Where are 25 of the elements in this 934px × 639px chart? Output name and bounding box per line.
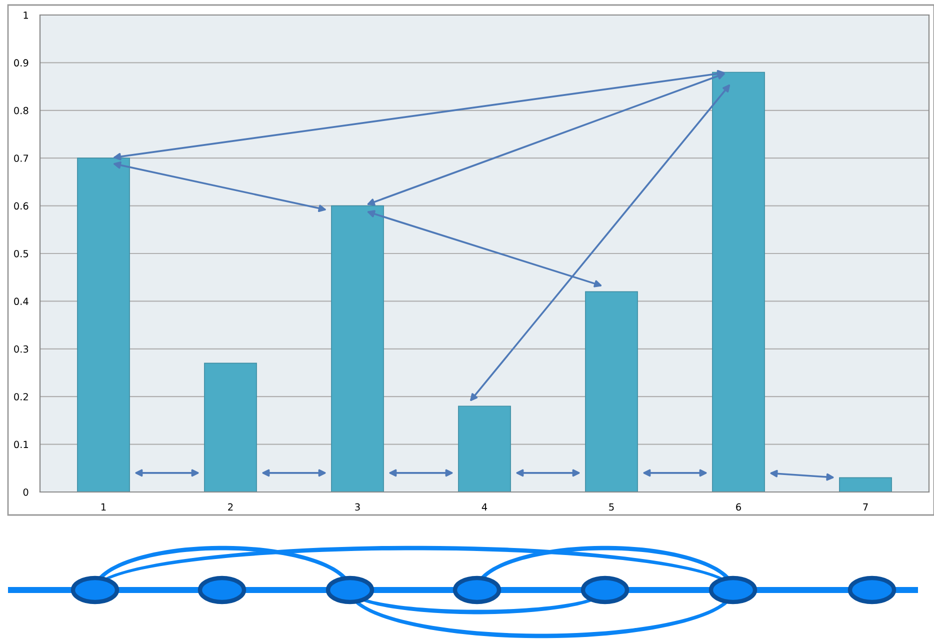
y-tick-label: 0.3 — [14, 345, 28, 353]
bar — [585, 291, 638, 492]
x-tick-label: 1 — [101, 503, 106, 510]
y-tick-label: 0.2 — [14, 393, 28, 400]
x-tick-label: 4 — [482, 503, 488, 510]
bar — [712, 72, 765, 492]
y-tick-label: 0.1 — [14, 440, 28, 448]
bar — [458, 406, 511, 492]
y-tick-label: 0.9 — [14, 59, 28, 67]
bar — [839, 477, 892, 492]
y-tick-label: 1 — [24, 12, 28, 19]
y-tick-label: 0.5 — [14, 250, 28, 258]
y-tick-label: 0.8 — [14, 106, 28, 114]
bar — [77, 158, 130, 492]
bar — [331, 205, 384, 492]
y-tick-label: 0.4 — [14, 298, 28, 306]
x-tick-label: 7 — [863, 503, 868, 510]
y-tick-label: 0 — [23, 488, 28, 496]
y-tick-label: 0.6 — [14, 202, 28, 210]
x-tick-label: 6 — [736, 503, 741, 511]
x-tick-label: 5 — [609, 503, 614, 511]
x-tick-label: 2 — [228, 503, 233, 510]
x-tick-label: 3 — [355, 503, 360, 511]
y-tick-label: 0.7 — [14, 154, 28, 162]
bar — [204, 362, 257, 492]
